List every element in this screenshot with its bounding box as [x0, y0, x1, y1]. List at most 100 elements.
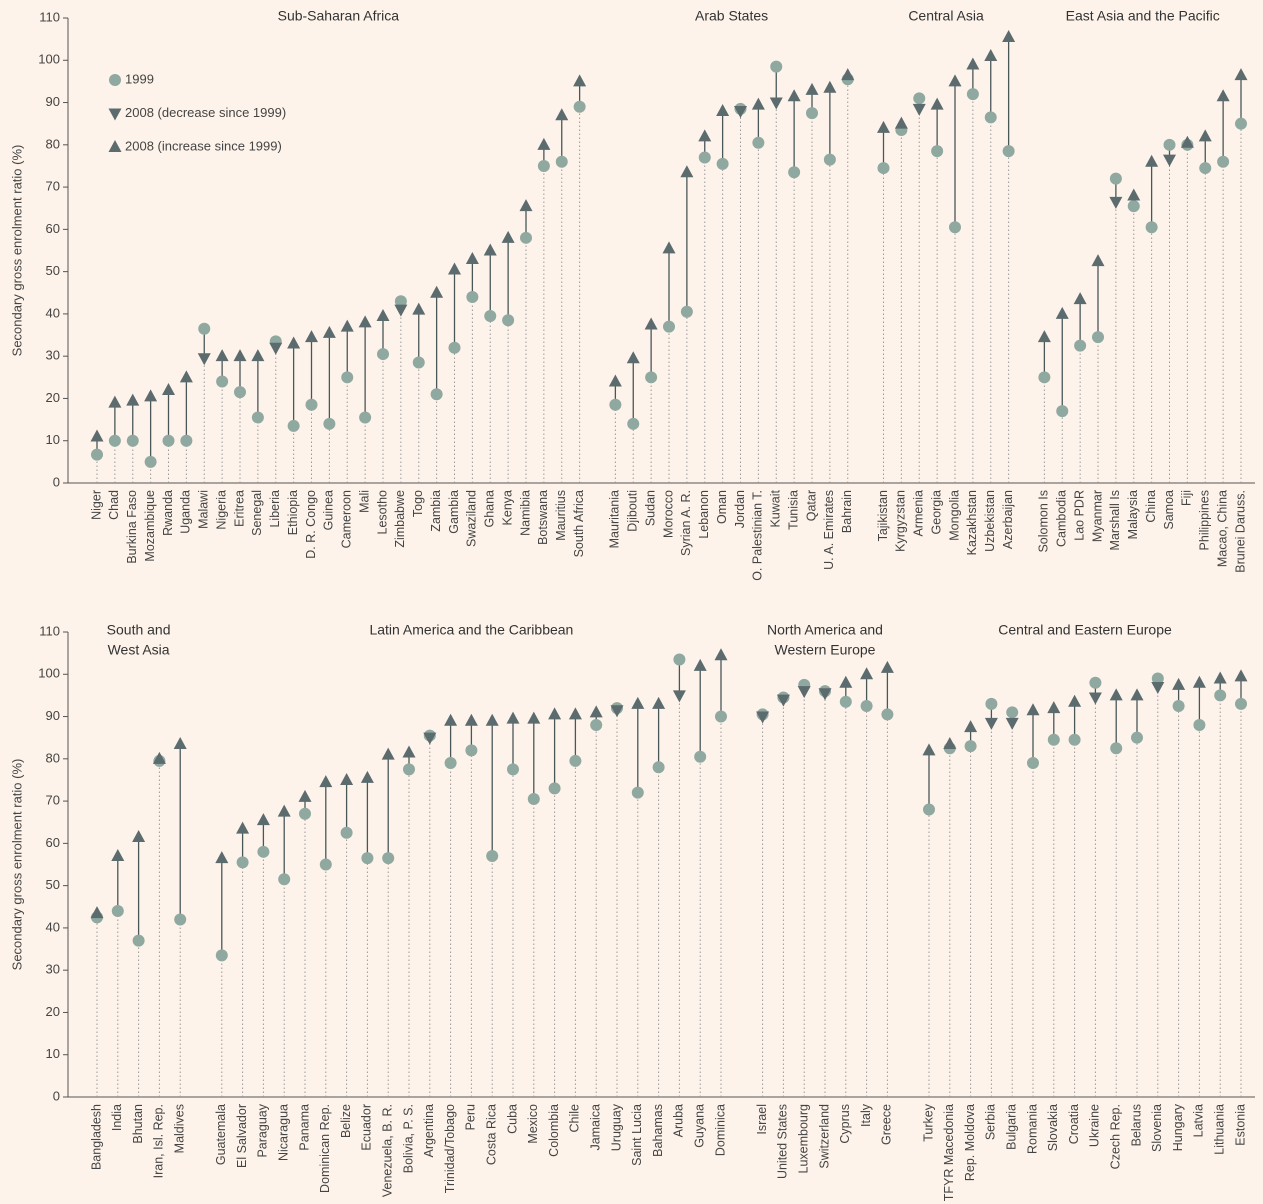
dot-1999: [377, 348, 389, 361]
x-tick-label: Saint Lucia: [630, 1104, 644, 1166]
dot-1999: [966, 88, 979, 101]
group-title: Central and Eastern Europe: [998, 622, 1172, 638]
x-tick-label: Nicaragua: [276, 1104, 290, 1161]
y-tick-label: 70: [46, 179, 60, 194]
x-tick-label: Myanmar: [1090, 490, 1104, 542]
y-tick-label: 50: [46, 877, 60, 892]
triangle-2008: [537, 137, 551, 150]
dot-1999: [964, 740, 977, 753]
dot-1999: [1068, 733, 1081, 746]
dot-1999: [1217, 155, 1230, 168]
x-tick-label: Uruguay: [609, 1103, 623, 1151]
x-tick-label: Venezuela, B. R.: [380, 1104, 394, 1197]
legend-label: 2008 (decrease since 1999): [125, 105, 286, 120]
x-tick-label: Colombia: [547, 1104, 561, 1157]
x-tick-label: Peru: [464, 1104, 478, 1130]
x-tick-label: Liberia: [268, 490, 282, 528]
dot-1999: [486, 850, 499, 863]
x-tick-label: Cambodia: [1055, 490, 1069, 547]
triangle-2008: [948, 74, 962, 87]
x-tick-label: Costa Rica: [484, 1104, 498, 1165]
x-tick-label: Rep. Moldova: [963, 1104, 977, 1181]
group-title: Arab States: [695, 8, 768, 24]
x-tick-label: Gambia: [447, 490, 461, 534]
triangle-2008: [412, 302, 426, 315]
triangle-2008: [144, 389, 158, 402]
triangle-2008: [894, 116, 908, 129]
x-tick-label: China: [1144, 490, 1158, 523]
triangle-2008: [672, 690, 686, 703]
triangle-2008: [236, 821, 250, 834]
y-axis-title: Secondary gross enrolment ratio (%): [9, 759, 24, 971]
triangle-2008: [215, 349, 229, 362]
triangle-2008: [376, 309, 390, 322]
triangle-2008: [877, 120, 890, 133]
x-tick-label: Argentina: [422, 1104, 436, 1158]
x-tick-label: Rwanda: [161, 490, 175, 536]
triangle-2008: [652, 696, 666, 709]
dot-1999: [984, 111, 997, 124]
x-tick-label: Croatia: [1067, 1104, 1081, 1144]
dot-1999: [527, 792, 540, 805]
dot-1999: [382, 852, 395, 865]
triangle-2008: [610, 705, 624, 718]
triangle-2008: [698, 129, 712, 142]
y-tick-label: 60: [46, 835, 60, 850]
x-tick-label: Botswana: [536, 490, 550, 545]
triangle-2008: [527, 711, 541, 724]
triangle-2008: [256, 813, 270, 826]
y-tick-label: 30: [46, 348, 60, 363]
y-tick-label: 110: [39, 623, 60, 638]
triangle-2008: [233, 349, 247, 362]
dot-1999: [466, 291, 479, 303]
x-tick-label: Mongolia: [947, 490, 961, 541]
triangle-2008: [430, 285, 444, 298]
x-tick-label: Solomon Is: [1037, 490, 1051, 553]
triangle-2008: [626, 351, 640, 364]
triangle-2008: [381, 747, 395, 760]
triangle-2008: [1213, 671, 1227, 684]
dot-1999: [412, 356, 425, 369]
triangle-2008: [1047, 701, 1061, 714]
triangle-2008: [548, 707, 562, 720]
dot-1999: [1002, 145, 1015, 158]
x-tick-label: El Salvador: [235, 1104, 249, 1168]
triangle-2008: [608, 374, 622, 387]
triangle-2008: [818, 688, 832, 701]
y-tick-label: 40: [46, 919, 60, 934]
y-tick-label: 110: [39, 9, 60, 24]
triangle-2008: [340, 319, 354, 332]
x-tick-label: Switzerland: [817, 1104, 831, 1169]
dot-1999: [680, 305, 693, 318]
dot-1999: [548, 782, 561, 795]
x-tick-label: Lithuania: [1212, 1104, 1226, 1155]
triangle-2008: [305, 330, 318, 343]
x-tick-label: Chile: [568, 1104, 582, 1133]
dot-1999: [319, 858, 332, 871]
dot-1999: [788, 166, 801, 179]
y-tick-label: 30: [46, 962, 60, 977]
y-tick-label: 80: [46, 136, 60, 151]
dot-1999: [806, 107, 818, 120]
dot-1999: [403, 763, 415, 776]
y-tick-label: 10: [46, 1046, 60, 1061]
dot-1999: [1131, 731, 1143, 744]
triangle-2008: [1002, 30, 1016, 43]
dot-1999: [590, 719, 603, 731]
x-tick-label: Dominican Rep.: [318, 1104, 332, 1193]
triangle-2008: [90, 429, 104, 442]
x-tick-label: Guinea: [322, 490, 336, 530]
x-tick-label: Cuba: [505, 1104, 519, 1134]
x-tick-label: Italy: [859, 1103, 873, 1127]
x-tick-label: Bangladesh: [89, 1104, 103, 1170]
x-tick-label: Mexico: [526, 1104, 540, 1144]
triangle-2008: [841, 68, 855, 81]
y-tick-label: 40: [46, 305, 60, 320]
dot-1999: [1172, 699, 1185, 712]
triangle-2008: [1109, 688, 1123, 701]
x-tick-label: Guatemala: [214, 1104, 228, 1165]
legend-label: 1999: [125, 71, 154, 86]
dot-1999: [985, 697, 998, 710]
x-tick-label: Turkey: [921, 1103, 935, 1141]
x-tick-label: Niger: [89, 490, 103, 520]
